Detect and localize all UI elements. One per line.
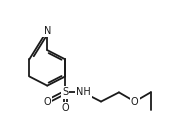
Text: N: N bbox=[43, 25, 51, 36]
Text: O: O bbox=[43, 97, 51, 107]
Text: NH: NH bbox=[76, 87, 90, 97]
Text: S: S bbox=[62, 87, 68, 97]
Text: O: O bbox=[61, 103, 69, 113]
Text: O: O bbox=[131, 97, 139, 107]
